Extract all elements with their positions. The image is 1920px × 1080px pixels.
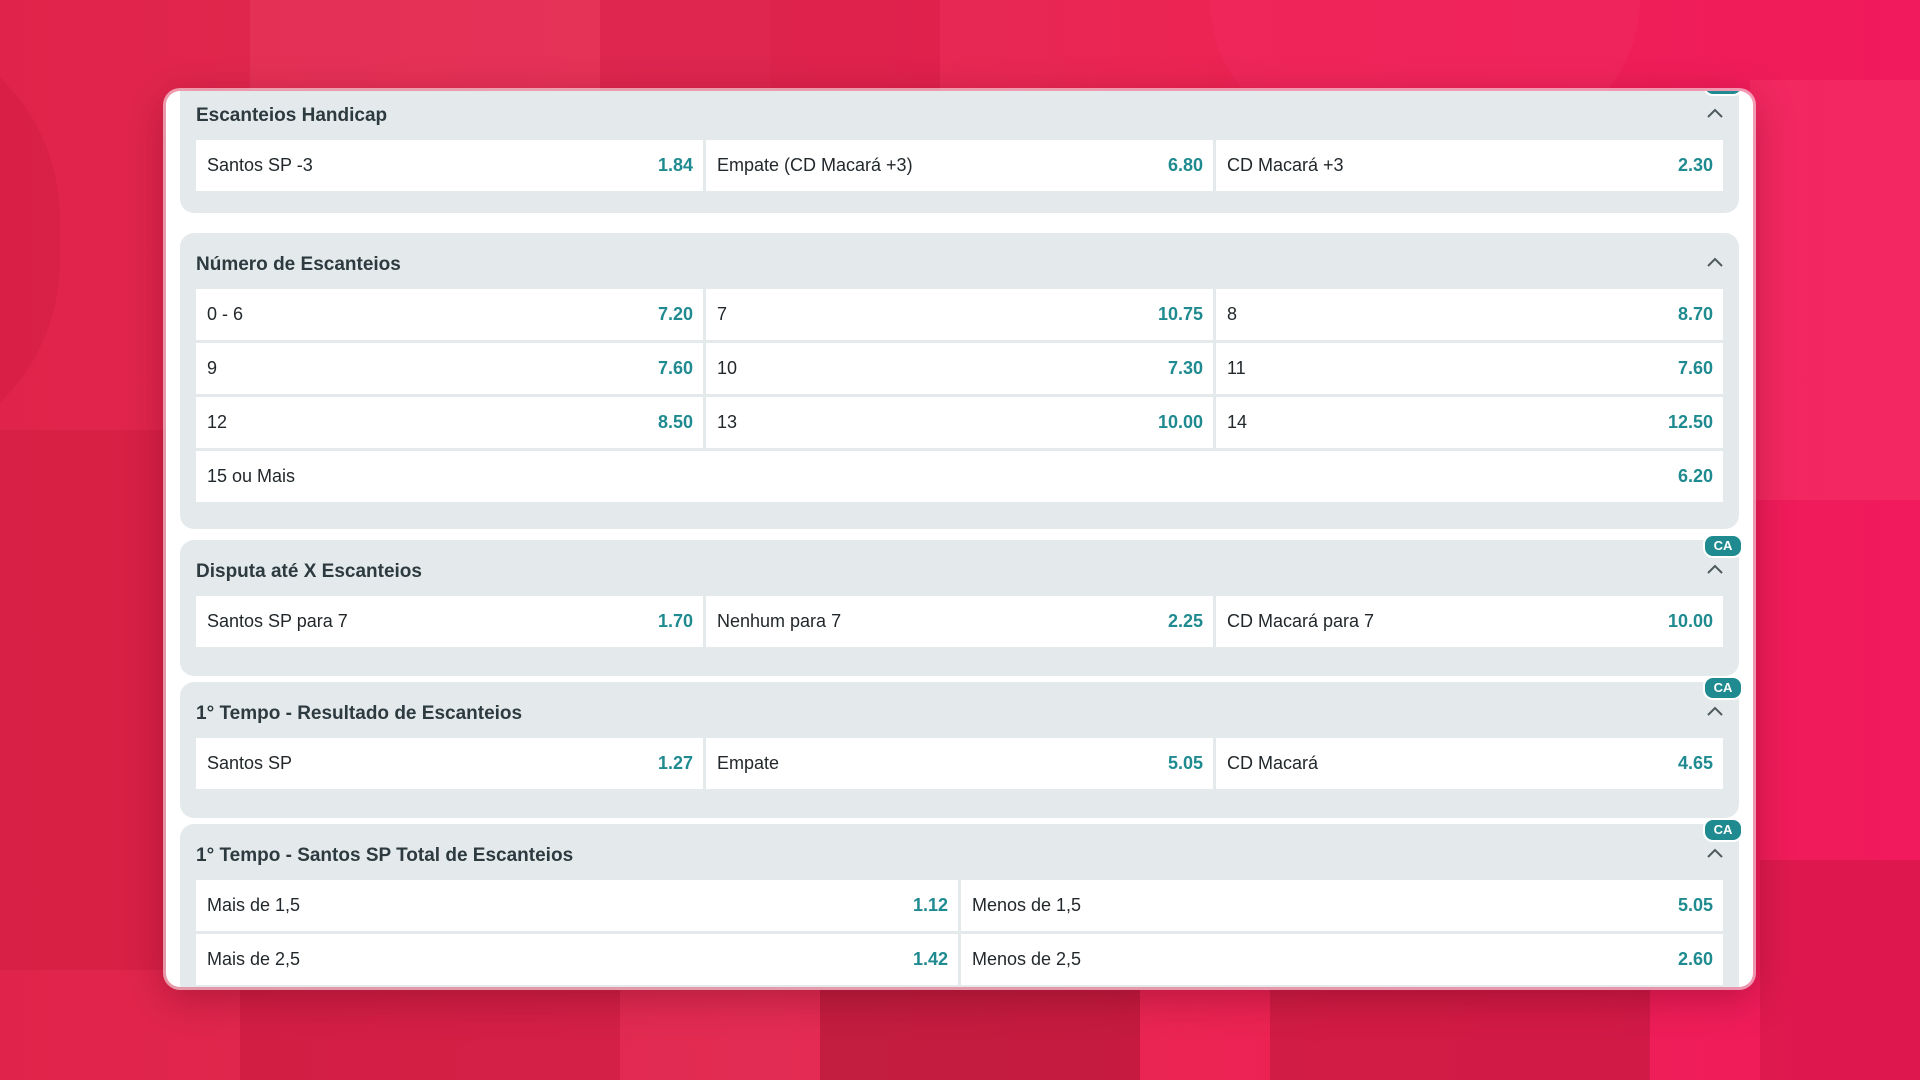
selection-label: 14 [1227,412,1248,432]
odds-value: 10.00 [1157,412,1203,432]
odds-value: 10.00 [1667,611,1713,631]
odds-value: 7.60 [657,358,693,378]
chevron-up-icon[interactable] [1705,255,1725,269]
odds-cell[interactable]: 12 8.50 [196,397,703,448]
odds-cell[interactable]: CD Macará +3 2.30 [1216,140,1723,191]
odds-cell[interactable]: Mais de 2,5 1.42 [196,934,958,985]
odds-cell[interactable]: Santos SP para 7 1.70 [196,596,703,647]
chevron-up-icon[interactable] [1705,562,1725,576]
odds-cell[interactable]: 10 7.30 [706,343,1213,394]
selection-label: Empate (CD Macará +3) [717,155,913,175]
odds-cell[interactable]: 0 - 6 7.20 [196,289,703,340]
odds-cell[interactable]: 15 ou Mais 6.20 [196,451,1723,502]
odds-cell[interactable]: Empate 5.05 [706,738,1213,789]
chevron-up-icon[interactable] [1705,106,1725,120]
odds-value: 6.20 [1677,466,1713,486]
market-escanteios-handicap: Escanteios Handicap CA Santos SP -3 1.84 Emp… [180,91,1743,213]
selection-label: 10 [717,358,738,378]
odds-cell[interactable]: Menos de 2,5 2.60 [961,934,1723,985]
selection-label: Santos SP -3 [207,155,313,175]
odds-value: 1.84 [657,155,693,175]
ca-badge: CA [1703,818,1743,842]
markets-panel: Escanteios Handicap CA Santos SP -3 1.84 Emp… [166,91,1753,987]
odds-value: 2.30 [1677,155,1713,175]
odds-value: 1.42 [912,949,948,969]
odds-value: 1.27 [657,753,693,773]
odds-value: 5.05 [1677,895,1713,915]
selection-label: CD Macará [1227,753,1319,773]
odds-cell[interactable]: Santos SP -3 1.84 [196,140,703,191]
selection-label: 8 [1227,304,1238,324]
selection-label: 0 - 6 [207,304,244,324]
selection-label: Santos SP [207,753,293,773]
market-title[interactable]: Disputa até X Escanteios [196,561,422,582]
selection-label: 11 [1227,358,1246,378]
selection-label: 15 ou Mais [207,466,296,486]
odds-cell[interactable]: 9 7.60 [196,343,703,394]
market-1-tempo-santos-sp-total-de-escanteios: 1° Tempo - Santos SP Total de Escanteios… [180,818,1743,987]
selection-label: 12 [207,412,228,432]
odds-cell[interactable]: 14 12.50 [1216,397,1723,448]
odds-cell[interactable]: Nenhum para 7 2.25 [706,596,1213,647]
selection-label: 7 [717,304,728,324]
odds-value: 2.60 [1677,949,1713,969]
odds-cell[interactable]: 13 10.00 [706,397,1213,448]
chevron-up-icon[interactable] [1705,704,1725,718]
selection-label: Mais de 1,5 [207,895,301,915]
chevron-up-icon[interactable] [1705,846,1725,860]
odds-value: 1.12 [912,895,948,915]
selection-label: Mais de 2,5 [207,949,301,969]
ca-badge: CA [1703,534,1743,558]
market-title[interactable]: Escanteios Handicap [196,105,388,126]
odds-cell[interactable]: Menos de 1,5 5.05 [961,880,1723,931]
market-title[interactable]: 1° Tempo - Santos SP Total de Escanteios [196,845,574,866]
selection-label: Empate [717,753,780,773]
selection-label: Menos de 1,5 [972,895,1082,915]
odds-value: 4.65 [1677,753,1713,773]
odds-value: 2.25 [1167,611,1203,631]
odds-value: 5.05 [1167,753,1203,773]
odds-value: 8.70 [1677,304,1713,324]
odds-cell[interactable]: Mais de 1,5 1.12 [196,880,958,931]
odds-value: 6.80 [1167,155,1203,175]
selection-label: 13 [717,412,738,432]
odds-cell[interactable]: 8 8.70 [1216,289,1723,340]
ca-badge: CA [1703,91,1743,96]
ca-badge: CA [1703,676,1743,700]
odds-value: 7.20 [657,304,693,324]
market-title[interactable]: Número de Escanteios [196,254,401,275]
selection-label: 9 [207,358,218,378]
selection-label: CD Macará para 7 [1227,611,1375,631]
odds-value: 10.75 [1157,304,1203,324]
selection-label: CD Macará +3 [1227,155,1344,175]
odds-value: 7.30 [1167,358,1203,378]
selection-label: Santos SP para 7 [207,611,348,631]
odds-value: 1.70 [657,611,693,631]
odds-cell[interactable]: 7 10.75 [706,289,1213,340]
odds-value: 12.50 [1667,412,1713,432]
selection-label: Nenhum para 7 [717,611,842,631]
odds-cell[interactable]: 11 7.60 [1216,343,1723,394]
odds-cell[interactable]: CD Macará 4.65 [1216,738,1723,789]
odds-value: 7.60 [1677,358,1713,378]
selection-label: Menos de 2,5 [972,949,1082,969]
odds-cell[interactable]: Empate (CD Macará +3) 6.80 [706,140,1213,191]
odds-value: 8.50 [657,412,693,432]
market-1-tempo-resultado-de-escanteios: 1° Tempo - Resultado de Escanteios CA Sant… [180,676,1743,818]
market-title[interactable]: 1° Tempo - Resultado de Escanteios [196,703,523,724]
odds-cell[interactable]: Santos SP 1.27 [196,738,703,789]
odds-cell[interactable]: CD Macará para 7 10.00 [1216,596,1723,647]
market-disputa-ate-x-escanteios: Disputa até X Escanteios CA Santos SP para… [180,534,1743,676]
market-numero-de-escanteios: Número de Escanteios 0 - 6 7.20 7 10.75 8 8.70… [180,233,1739,529]
